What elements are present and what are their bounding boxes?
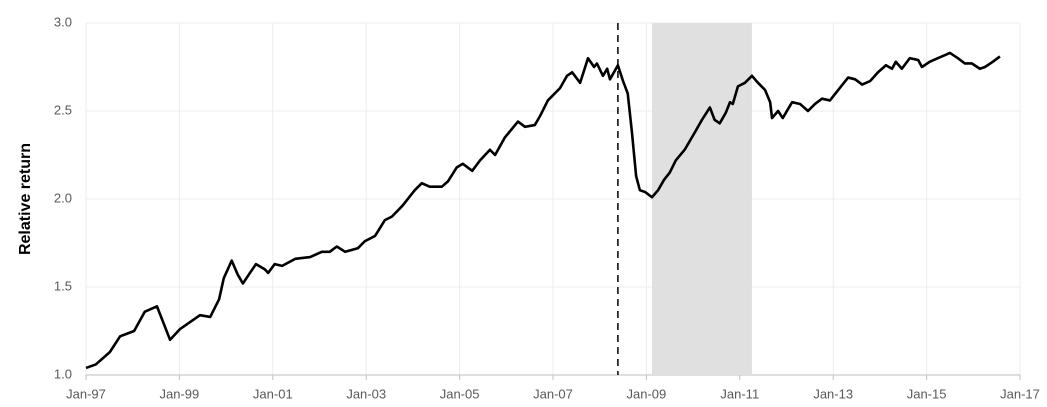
y-tick-label: 3.0 [54, 14, 72, 29]
line-series [85, 51, 1001, 370]
x-tick-label: Jan-05 [440, 386, 480, 401]
x-tick-label: Jan-09 [627, 386, 667, 401]
x-tick-label: Jan-99 [160, 386, 200, 401]
y-tick-label: 2.0 [54, 190, 72, 205]
x-tick-label: Jan-07 [533, 386, 573, 401]
y-axis-label: Relative return [17, 143, 34, 255]
x-tick-label: Jan-15 [907, 386, 947, 401]
x-tick-label: Jan-01 [253, 386, 293, 401]
x-tick-label: Jan-03 [346, 386, 386, 401]
y-tick-label: 1.0 [54, 366, 72, 381]
shaded-region [652, 23, 752, 375]
y-tick-label: 1.5 [54, 278, 72, 293]
x-tick-label: Jan-17 [1000, 386, 1040, 401]
x-tick-label: Jan-11 [720, 386, 759, 401]
x-tick-label: Jan-97 [66, 386, 106, 401]
y-tick-label: 2.5 [54, 102, 72, 117]
x-tick-label: Jan-13 [813, 386, 853, 401]
